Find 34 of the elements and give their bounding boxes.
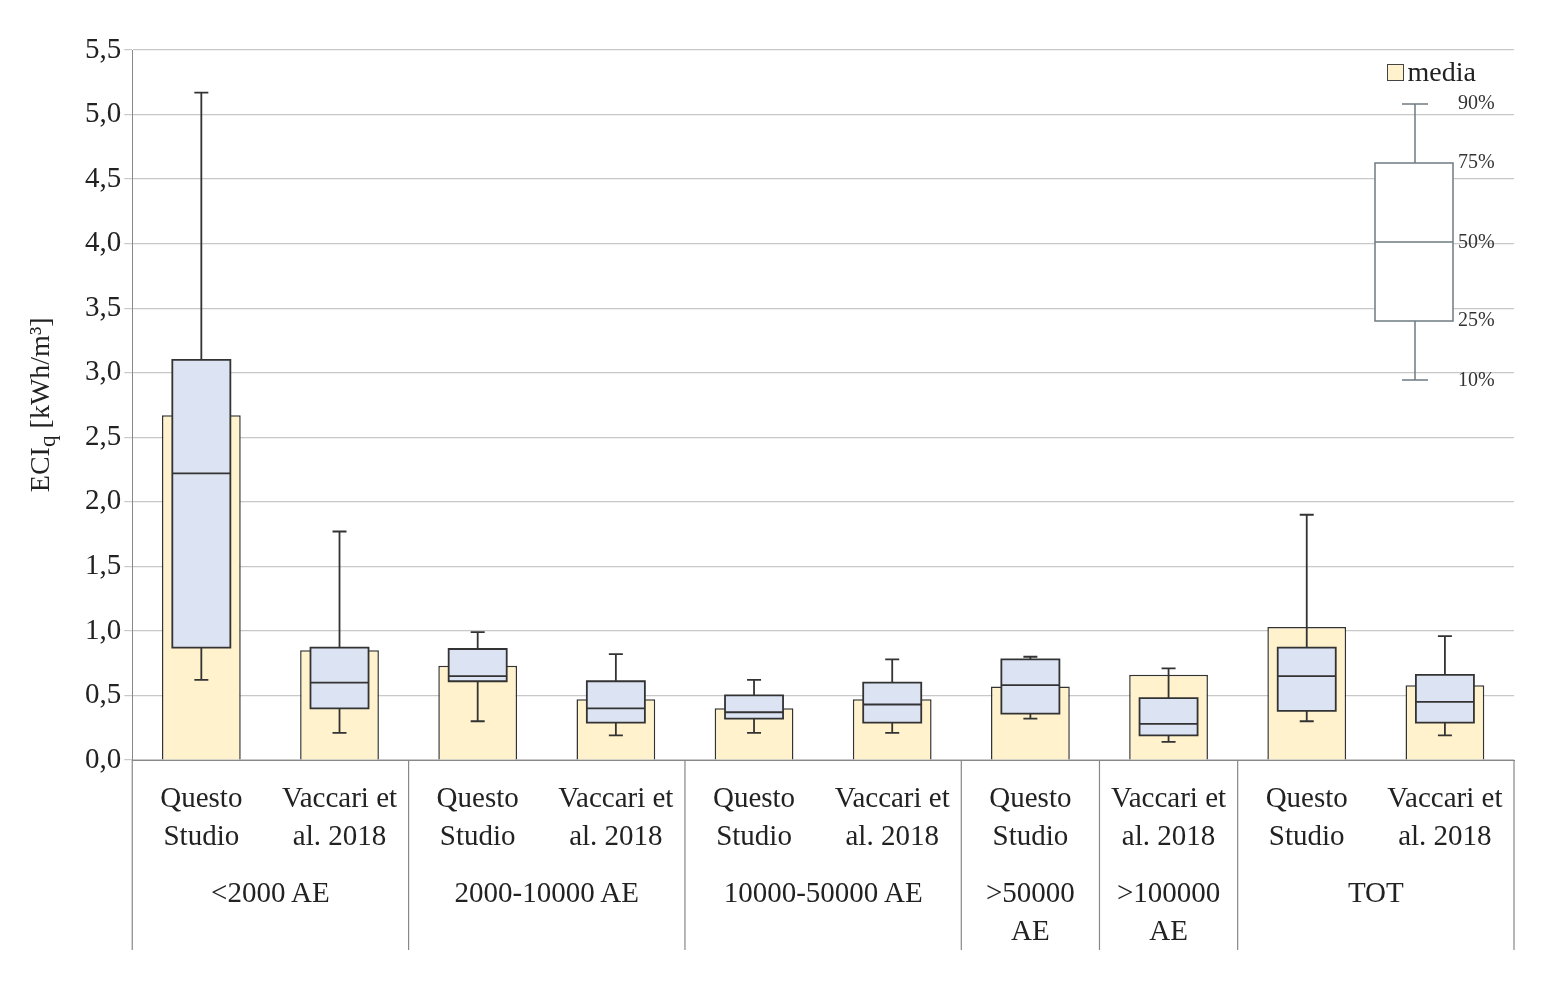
y-tick-label: 2,5 <box>85 418 122 451</box>
y-tick-label: 4,5 <box>85 160 122 193</box>
y-tick-label: 1,5 <box>85 547 122 580</box>
x-tick-label: Questo Studio <box>1264 780 1349 853</box>
x-tick-label: Vaccari et al. 2018 <box>833 780 951 853</box>
x-tick-label: Vaccari et al. 2018 <box>1386 780 1504 853</box>
text: >50000 AE <box>984 875 1076 948</box>
annotation: 90% <box>1458 91 1495 114</box>
y-tick-label: 4,0 <box>85 225 122 258</box>
x-tick-label: Questo Studio <box>435 780 520 853</box>
x-tick-label: Vaccari et al. 2018 <box>1110 780 1228 853</box>
y-tick-label: 2,0 <box>85 483 122 516</box>
annotation: 75% <box>1458 150 1495 173</box>
text: TOT <box>1346 875 1405 910</box>
y-tick-label: 0,5 <box>85 677 122 710</box>
annotation: 25% <box>1458 308 1495 331</box>
legend-label: media <box>1407 56 1476 88</box>
x-tick-label: Questo Studio <box>711 780 797 853</box>
y-tick-label: 3,5 <box>85 289 122 322</box>
text: 2000-10000 AE <box>453 875 640 910</box>
y-tick-label: 5,0 <box>85 96 122 129</box>
annotation: 10% <box>1458 368 1495 391</box>
text: <2000 AE <box>210 875 331 910</box>
x-tick-label: Vaccari et al. 2018 <box>557 780 675 853</box>
y-tick-label: 3,0 <box>85 354 122 387</box>
y-tick-label: 5,5 <box>85 31 122 64</box>
y-tick-label: 1,0 <box>85 612 122 645</box>
text: 10000-50000 AE <box>722 875 924 910</box>
annotation: 50% <box>1458 230 1495 253</box>
x-tick-label: Vaccari et al. 2018 <box>280 780 399 853</box>
y-tick-label: 0,0 <box>85 741 122 774</box>
text: >100000 AE <box>1115 875 1222 948</box>
x-tick-label: Questo Studio <box>988 780 1073 853</box>
x-tick-label: Questo Studio <box>159 780 244 853</box>
